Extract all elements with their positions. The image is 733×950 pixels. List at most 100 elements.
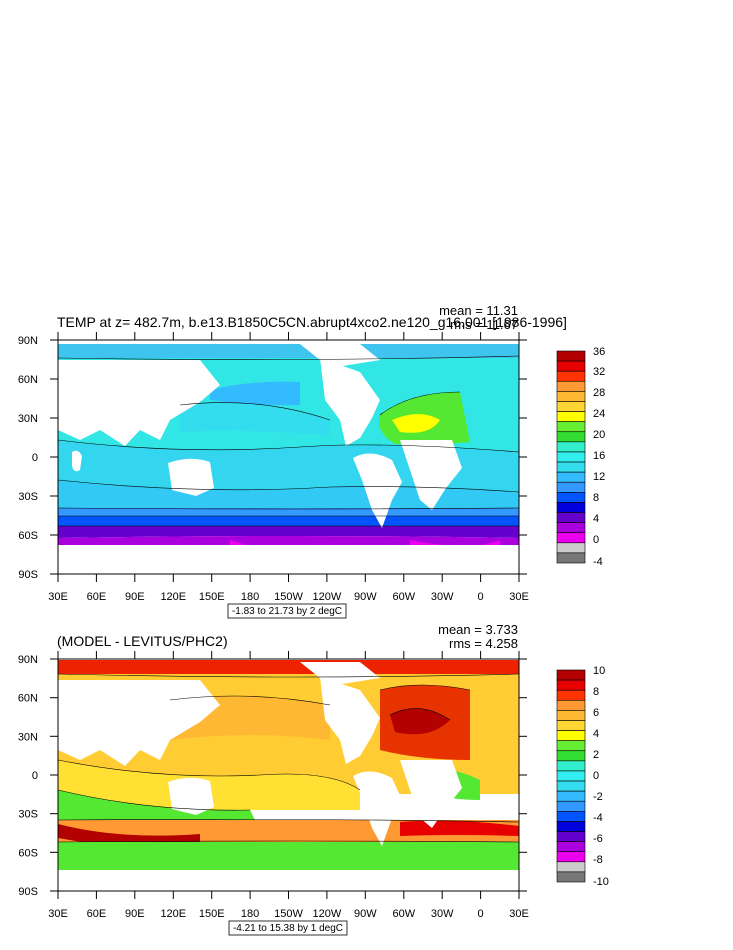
colorbar-swatch	[556, 350, 586, 362]
lon-label: 90E	[125, 908, 145, 920]
lon-label: 60W	[392, 591, 415, 603]
panel-difference: mean = 3.733 rms = 4.258 (MODEL - LEVITU…	[18, 622, 609, 936]
colorbar-swatch	[556, 542, 586, 554]
panel-title: (MODEL - LEVITUS/PHC2)	[57, 633, 228, 649]
lat-label: 0	[32, 770, 38, 782]
colorbar-label: -10	[593, 876, 609, 888]
colorbar-swatch	[556, 669, 586, 681]
colorbar-swatch	[556, 821, 586, 832]
lon-label: 0	[478, 908, 484, 920]
lat-label: 60N	[18, 374, 38, 386]
colorbar-swatch	[556, 689, 586, 701]
lon-label: 0	[478, 591, 484, 603]
colorbar-swatch	[556, 841, 586, 853]
rms-stat: rms = 4.258	[449, 636, 518, 651]
colorbar-swatch	[556, 861, 586, 873]
lon-label: 120E	[160, 591, 186, 603]
lon-label: 180	[241, 591, 259, 603]
colorbar-swatch	[556, 760, 586, 772]
colorbar-swatch	[556, 441, 586, 453]
colorbar-label: 24	[593, 408, 605, 420]
mean-stat: mean = 3.733	[438, 622, 518, 637]
colorbar-swatch	[556, 770, 586, 782]
lat-label: 30N	[18, 413, 38, 425]
lon-label: 30E	[48, 908, 68, 920]
colorbar-swatch	[556, 411, 586, 422]
colorbar-swatch	[556, 522, 586, 534]
colorbar-swatch	[556, 421, 586, 433]
lon-label: 120E	[160, 908, 186, 920]
lon-label: 90E	[125, 591, 145, 603]
colorbar-swatch	[556, 492, 586, 503]
colorbar-label: 20	[593, 429, 605, 441]
colorbar-labels: 36 32 28 24 20 16 12 8 4 0 -4	[593, 346, 605, 568]
contour-info-box	[228, 920, 348, 936]
rms-stat: rms = 11.67	[450, 317, 518, 332]
lat-labels: 90N 60N 30N 0 30S 60S 90S	[18, 654, 38, 898]
colorbar-label: -2	[593, 791, 603, 803]
lon-label: 30W	[431, 591, 454, 603]
colorbar-swatch	[556, 380, 586, 392]
colorbar-label: 12	[593, 471, 605, 483]
colorbar-swatch	[556, 502, 586, 513]
colorbar-swatch	[556, 811, 586, 822]
colorbar-swatch	[556, 699, 586, 711]
colorbar-swatch	[556, 360, 586, 372]
colorbar-swatch	[556, 461, 586, 473]
colorbar-label: -6	[593, 833, 603, 845]
colorbar-swatch	[556, 730, 586, 741]
colorbar-swatch	[556, 831, 586, 842]
lon-label: 60E	[87, 908, 107, 920]
lon-label: 60W	[392, 908, 415, 920]
lon-ticks	[57, 332, 520, 582]
colorbar-label: 32	[593, 366, 605, 378]
lat-label: 30N	[18, 731, 38, 743]
lat-label: 90S	[18, 886, 38, 898]
lon-labels: 30E 60E 90E 120E 150E 180 150W 120W 90W …	[48, 591, 529, 603]
lon-label: 30E	[509, 908, 529, 920]
colorbar-swatch	[556, 750, 586, 762]
colorbar-label: 8	[593, 492, 599, 504]
colorbar-label: 16	[593, 450, 605, 462]
colorbar-swatch	[556, 710, 586, 721]
lon-label: 120W	[313, 591, 342, 603]
colorbar-label: 0	[593, 534, 599, 546]
lat-label: 90N	[18, 335, 38, 347]
lon-label: 30E	[509, 591, 529, 603]
lon-label: 150E	[199, 591, 225, 603]
colorbar-label: 4	[593, 728, 599, 740]
colorbar-swatch	[556, 532, 586, 544]
map-field	[58, 659, 519, 891]
colorbar-label: -8	[593, 854, 603, 866]
colorbar-label: 4	[593, 513, 599, 525]
colorbar-label: -4	[593, 812, 603, 824]
lon-label: 180	[241, 908, 259, 920]
lat-label: 90N	[18, 654, 38, 666]
panel-title: TEMP at z= 482.7m, b.e13.B1850C5CN.abrup…	[57, 314, 567, 330]
lat-label: 60N	[18, 693, 38, 705]
lat-labels: 90N 60N 30N 0 30S 60S 90S	[18, 335, 38, 581]
contour-info: -1.83 to 21.73 by 2 degC	[232, 606, 342, 617]
colorbar-label: -4	[593, 556, 603, 568]
lon-label: 150W	[274, 908, 303, 920]
lon-label: 120W	[313, 908, 342, 920]
panel-temperature: mean = 11.31 rms = 11.67 TEMP at z= 482.…	[18, 303, 605, 619]
lat-label: 30S	[18, 809, 38, 821]
colorbar-swatches	[556, 669, 586, 883]
colorbar-swatch	[556, 790, 586, 802]
lat-label: 0	[32, 452, 38, 464]
mean-stat: mean = 11.31	[439, 303, 518, 318]
colorbar-swatches	[556, 350, 586, 564]
colorbar-swatch	[556, 481, 586, 493]
lat-label: 90S	[18, 569, 38, 581]
colorbar-swatch	[556, 679, 586, 691]
map-field	[58, 340, 519, 574]
colorbar-swatch	[556, 512, 586, 523]
lat-ticks	[50, 658, 527, 892]
colorbar-swatch	[556, 780, 586, 792]
lat-label: 30S	[18, 491, 38, 503]
lon-label: 150W	[274, 591, 303, 603]
colorbar-label: 8	[593, 686, 599, 698]
colorbar-swatch	[556, 431, 586, 443]
